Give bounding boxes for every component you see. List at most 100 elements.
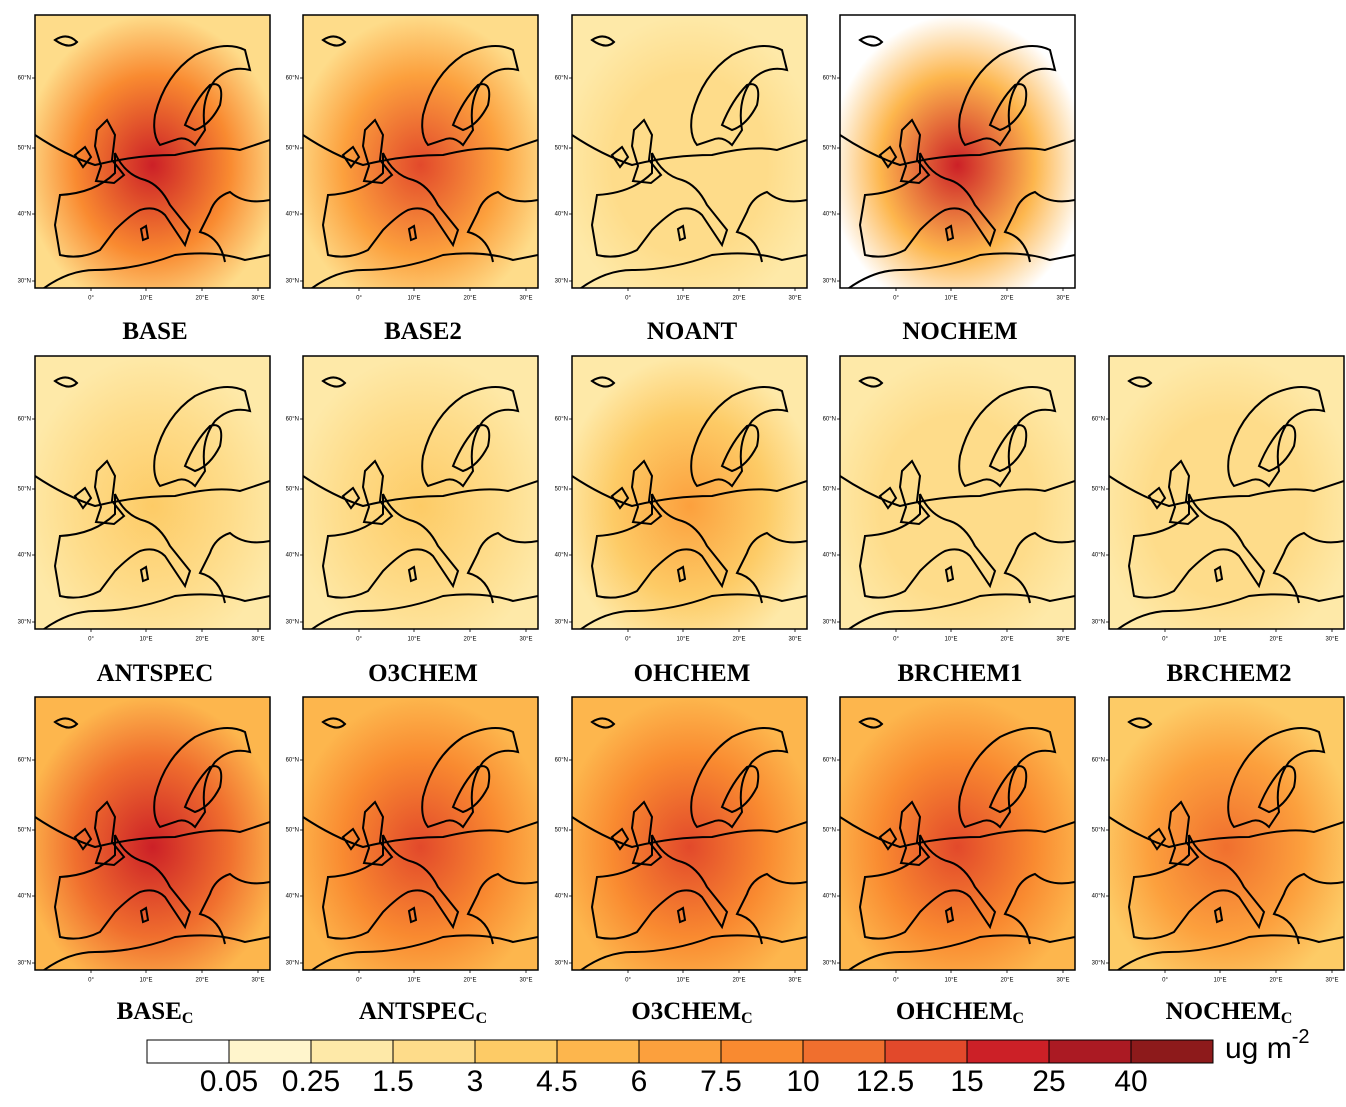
lon-tick-label: 20°E [1000, 296, 1013, 302]
panel-label-sub: C [1013, 1010, 1025, 1027]
lon-tick-label: 30°E [1056, 296, 1069, 302]
lat-tick-label: 60°N [555, 417, 568, 423]
panel-label-main: BRCHEM1 [898, 660, 1023, 687]
lat-tick-label: 60°N [286, 76, 299, 82]
map-field [840, 15, 1075, 288]
lon-tick-label: 30°E [519, 978, 532, 984]
lon-tick-label: 20°E [732, 296, 745, 302]
colorbar-tick-label: 3 [467, 1065, 484, 1098]
colorbar-box [557, 1040, 639, 1063]
lon-tick-label: 30°E [251, 296, 264, 302]
panel-label-main: OHCHEM [896, 998, 1013, 1025]
lon-tick-label: 0° [1162, 978, 1168, 984]
lon-tick-label: 0° [625, 978, 631, 984]
lon-tick-label: 10°E [139, 296, 152, 302]
lat-tick-label: 50°N [286, 146, 299, 152]
lon-tick-label: 20°E [1000, 978, 1013, 984]
lon-tick-label: 0° [356, 637, 362, 643]
panel-label: ANTSPEC [97, 660, 214, 687]
lon-tick-label: 30°E [1056, 978, 1069, 984]
colorbar-tick-label: 7.5 [700, 1065, 742, 1098]
lon-tick-label: 10°E [944, 637, 957, 643]
colorbar-box [229, 1040, 311, 1063]
lon-tick-label: 30°E [519, 637, 532, 643]
colorbar-box [147, 1040, 229, 1063]
map-panel: 30°N40°N50°N60°N0°10°E20°E30°E [286, 15, 538, 302]
lat-tick-label: 40°N [823, 212, 836, 218]
lon-tick-label: 20°E [463, 637, 476, 643]
panel-label-main: BASE2 [384, 318, 462, 345]
lon-tick-label: 20°E [463, 978, 476, 984]
lat-tick-label: 50°N [286, 828, 299, 834]
map-field [572, 15, 807, 288]
colorbar: 0.050.251.534.567.51012.5152540ug m-2 [147, 1026, 1310, 1098]
lat-tick-label: 40°N [555, 212, 568, 218]
panel-label-sub: C [741, 1010, 753, 1027]
colorbar-tick-label: 4.5 [536, 1065, 578, 1098]
lon-tick-label: 20°E [732, 637, 745, 643]
lat-tick-label: 30°N [18, 620, 31, 626]
map-panel: 30°N40°N50°N60°N0°10°E20°E30°E [18, 356, 270, 643]
panel-label: O3CHEMC [631, 998, 752, 1027]
lon-tick-label: 10°E [139, 637, 152, 643]
lon-tick-label: 30°E [788, 637, 801, 643]
lon-tick-label: 0° [893, 296, 899, 302]
lat-tick-label: 30°N [555, 620, 568, 626]
lat-tick-label: 50°N [286, 487, 299, 493]
lat-tick-label: 30°N [555, 279, 568, 285]
lon-tick-label: 0° [88, 637, 94, 643]
lon-tick-label: 10°E [676, 296, 689, 302]
panel-label: NOCHEM [902, 318, 1017, 345]
map-field [303, 697, 538, 970]
panel-label-main: BRCHEM2 [1167, 660, 1292, 687]
lat-tick-label: 60°N [823, 76, 836, 82]
lon-tick-label: 10°E [407, 978, 420, 984]
lat-tick-label: 50°N [1092, 828, 1105, 834]
colorbar-box [967, 1040, 1049, 1063]
colorbar-box [1049, 1040, 1131, 1063]
lon-tick-label: 10°E [407, 637, 420, 643]
lat-tick-label: 50°N [18, 828, 31, 834]
panel-label-main: NOANT [647, 318, 738, 345]
colorbar-tick-label: 6 [631, 1065, 648, 1098]
map-panel: 30°N40°N50°N60°N0°10°E20°E30°E [286, 356, 538, 643]
lat-tick-label: 40°N [18, 553, 31, 559]
lon-tick-label: 30°E [1056, 637, 1069, 643]
lon-tick-label: 10°E [944, 978, 957, 984]
lon-tick-label: 0° [625, 637, 631, 643]
panel-label: BRCHEM1 [898, 660, 1023, 687]
colorbar-unit: ug m-2 [1225, 1026, 1310, 1065]
colorbar-tick-label: 1.5 [372, 1065, 414, 1098]
panel-label: BASE [122, 318, 187, 345]
map-panel: 30°N40°N50°N60°N0°10°E20°E30°E [555, 15, 807, 302]
panel-label: ANTSPECC [359, 998, 487, 1027]
lat-tick-label: 60°N [823, 417, 836, 423]
lon-tick-label: 20°E [1269, 978, 1282, 984]
colorbar-tick-label: 12.5 [856, 1065, 914, 1098]
lat-tick-label: 30°N [18, 961, 31, 967]
map-panel: 30°N40°N50°N60°N0°10°E20°E30°E [823, 697, 1075, 984]
lat-tick-label: 60°N [18, 417, 31, 423]
panel-label: BRCHEM2 [1167, 660, 1292, 687]
lon-tick-label: 0° [893, 978, 899, 984]
unit-sup: -2 [1292, 1026, 1310, 1048]
panel-label-main: NOCHEM [902, 318, 1017, 345]
map-panel: 30°N40°N50°N60°N0°10°E20°E30°E [1092, 356, 1344, 643]
figure: 30°N40°N50°N60°N0°10°E20°E30°EBASE30°N40… [0, 0, 1346, 1102]
lat-tick-label: 30°N [18, 279, 31, 285]
map-field [1109, 356, 1344, 629]
lat-tick-label: 30°N [555, 961, 568, 967]
lon-tick-label: 10°E [1213, 978, 1226, 984]
panel-label: OHCHEMC [896, 998, 1024, 1027]
lon-tick-label: 0° [88, 296, 94, 302]
map-field [35, 356, 270, 629]
lat-tick-label: 30°N [286, 620, 299, 626]
colorbar-tick-label: 15 [950, 1065, 983, 1098]
lon-tick-label: 20°E [463, 296, 476, 302]
lat-tick-label: 60°N [555, 76, 568, 82]
